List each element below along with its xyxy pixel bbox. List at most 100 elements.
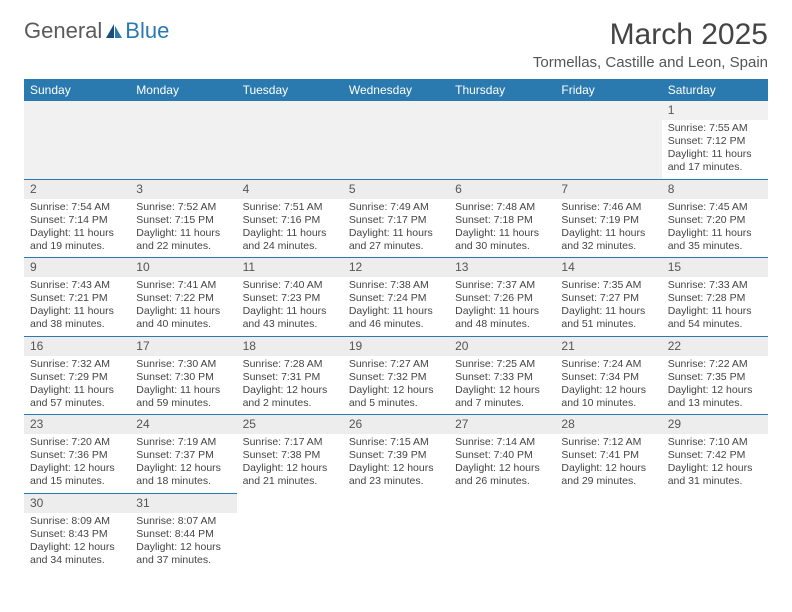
calendar-day-cell: 24Sunrise: 7:19 AMSunset: 7:37 PMDayligh… bbox=[130, 415, 236, 494]
calendar-week-row: 16Sunrise: 7:32 AMSunset: 7:29 PMDayligh… bbox=[24, 336, 768, 415]
daylight-text: Daylight: 12 hours and 2 minutes. bbox=[243, 384, 337, 410]
sunrise-text: Sunrise: 8:09 AM bbox=[30, 515, 124, 528]
calendar-week-row: 1Sunrise: 7:55 AMSunset: 7:12 PMDaylight… bbox=[24, 101, 768, 179]
calendar-day-cell: 6Sunrise: 7:48 AMSunset: 7:18 PMDaylight… bbox=[449, 179, 555, 258]
sunset-text: Sunset: 7:15 PM bbox=[136, 214, 230, 227]
calendar-day-cell bbox=[24, 101, 130, 179]
calendar-day-cell: 31Sunrise: 8:07 AMSunset: 8:44 PMDayligh… bbox=[130, 493, 236, 571]
calendar-week-row: 23Sunrise: 7:20 AMSunset: 7:36 PMDayligh… bbox=[24, 415, 768, 494]
sunrise-text: Sunrise: 7:27 AM bbox=[349, 358, 443, 371]
day-number: 18 bbox=[237, 337, 343, 356]
calendar-day-cell: 16Sunrise: 7:32 AMSunset: 7:29 PMDayligh… bbox=[24, 336, 130, 415]
daylight-text: Daylight: 11 hours and 46 minutes. bbox=[349, 305, 443, 331]
sunset-text: Sunset: 7:27 PM bbox=[561, 292, 655, 305]
daylight-text: Daylight: 12 hours and 18 minutes. bbox=[136, 462, 230, 488]
location: Tormellas, Castille and Leon, Spain bbox=[533, 54, 768, 71]
calendar-day-cell: 28 Sunrise: 7:12 AMSunset: 7:41 PMDayligh… bbox=[555, 415, 661, 494]
sunrise-text: Sunrise: 7:28 AM bbox=[243, 358, 337, 371]
sunrise-text: Sunrise: 7:46 AM bbox=[561, 201, 655, 214]
sunrise-text: Sunrise: 7:37 AM bbox=[455, 279, 549, 292]
sunset-text: Sunset: 7:30 PM bbox=[136, 371, 230, 384]
weekday-header: Friday bbox=[555, 79, 661, 101]
calendar-day-cell: 11Sunrise: 7:40 AMSunset: 7:23 PMDayligh… bbox=[237, 258, 343, 337]
title-block: March 2025 Tormellas, Castille and Leon,… bbox=[533, 18, 768, 71]
sunset-text: Sunset: 7:18 PM bbox=[455, 214, 549, 227]
sunset-text: Sunset: 7:41 PM bbox=[561, 449, 655, 462]
calendar-day-cell: 9Sunrise: 7:43 AMSunset: 7:21 PMDaylight… bbox=[24, 258, 130, 337]
weekday-header: Wednesday bbox=[343, 79, 449, 101]
calendar-day-cell: 5Sunrise: 7:49 AMSunset: 7:17 PMDaylight… bbox=[343, 179, 449, 258]
month-title: March 2025 bbox=[533, 18, 768, 52]
sunrise-text: Sunrise: 7:49 AM bbox=[349, 201, 443, 214]
calendar-day-cell: 10Sunrise: 7:41 AMSunset: 7:22 PMDayligh… bbox=[130, 258, 236, 337]
calendar-week-row: 9Sunrise: 7:43 AMSunset: 7:21 PMDaylight… bbox=[24, 258, 768, 337]
daylight-text: Daylight: 12 hours and 21 minutes. bbox=[243, 462, 337, 488]
sunset-text: Sunset: 7:33 PM bbox=[455, 371, 549, 384]
day-number: 25 bbox=[237, 415, 343, 434]
sunset-text: Sunset: 7:40 PM bbox=[455, 449, 549, 462]
weekday-header: Thursday bbox=[449, 79, 555, 101]
sunrise-text: Sunrise: 7:35 AM bbox=[561, 279, 655, 292]
sunset-text: Sunset: 7:42 PM bbox=[668, 449, 762, 462]
daylight-text: Daylight: 12 hours and 5 minutes. bbox=[349, 384, 443, 410]
calendar-day-cell: 2Sunrise: 7:54 AMSunset: 7:14 PMDaylight… bbox=[24, 179, 130, 258]
calendar-day-cell: 4Sunrise: 7:51 AMSunset: 7:16 PMDaylight… bbox=[237, 179, 343, 258]
calendar-day-cell: 3 Sunrise: 7:52 AMSunset: 7:15 PMDaylight… bbox=[130, 179, 236, 258]
sunrise-text: Sunrise: 7:17 AM bbox=[243, 436, 337, 449]
calendar-day-cell: 22Sunrise: 7:22 AMSunset: 7:35 PMDayligh… bbox=[662, 336, 768, 415]
day-number: 21 bbox=[555, 337, 661, 356]
weekday-header-row: Sunday Monday Tuesday Wednesday Thursday… bbox=[24, 79, 768, 101]
sunset-text: Sunset: 7:14 PM bbox=[30, 214, 124, 227]
day-number: 13 bbox=[449, 258, 555, 277]
sunrise-text: Sunrise: 7:14 AM bbox=[455, 436, 549, 449]
daylight-text: Daylight: 11 hours and 22 minutes. bbox=[136, 227, 230, 253]
sunset-text: Sunset: 7:22 PM bbox=[136, 292, 230, 305]
calendar-day-cell: 25Sunrise: 7:17 AMSunset: 7:38 PMDayligh… bbox=[237, 415, 343, 494]
calendar-day-cell: 18Sunrise: 7:28 AMSunset: 7:31 PMDayligh… bbox=[237, 336, 343, 415]
daylight-text: Daylight: 11 hours and 43 minutes. bbox=[243, 305, 337, 331]
daylight-text: Daylight: 11 hours and 32 minutes. bbox=[561, 227, 655, 253]
sunrise-text: Sunrise: 7:33 AM bbox=[668, 279, 762, 292]
sunrise-text: Sunrise: 7:30 AM bbox=[136, 358, 230, 371]
calendar-day-cell: 20Sunrise: 7:25 AMSunset: 7:33 PMDayligh… bbox=[449, 336, 555, 415]
daylight-text: Daylight: 12 hours and 29 minutes. bbox=[561, 462, 655, 488]
sunset-text: Sunset: 7:26 PM bbox=[455, 292, 549, 305]
calendar-day-cell bbox=[555, 101, 661, 179]
calendar-day-cell bbox=[343, 493, 449, 571]
sunrise-text: Sunrise: 7:41 AM bbox=[136, 279, 230, 292]
calendar-day-cell: 17Sunrise: 7:30 AMSunset: 7:30 PMDayligh… bbox=[130, 336, 236, 415]
sunset-text: Sunset: 7:24 PM bbox=[349, 292, 443, 305]
sunrise-text: Sunrise: 7:45 AM bbox=[668, 201, 762, 214]
sunset-text: Sunset: 7:34 PM bbox=[561, 371, 655, 384]
daylight-text: Daylight: 11 hours and 27 minutes. bbox=[349, 227, 443, 253]
calendar-day-cell: 19Sunrise: 7:27 AMSunset: 7:32 PMDayligh… bbox=[343, 336, 449, 415]
calendar-day-cell bbox=[449, 493, 555, 571]
sunrise-text: Sunrise: 7:52 AM bbox=[136, 201, 230, 214]
daylight-text: Daylight: 11 hours and 35 minutes. bbox=[668, 227, 762, 253]
day-number: 6 bbox=[449, 180, 555, 199]
daylight-text: Daylight: 11 hours and 59 minutes. bbox=[136, 384, 230, 410]
sunrise-text: Sunrise: 7:12 AM bbox=[561, 436, 655, 449]
daylight-text: Daylight: 12 hours and 10 minutes. bbox=[561, 384, 655, 410]
day-number: 3 bbox=[130, 180, 236, 199]
sunrise-text: Sunrise: 7:55 AM bbox=[668, 122, 762, 135]
calendar-day-cell: 1Sunrise: 7:55 AMSunset: 7:12 PMDaylight… bbox=[662, 101, 768, 179]
day-number: 14 bbox=[555, 258, 661, 277]
sunrise-text: Sunrise: 7:22 AM bbox=[668, 358, 762, 371]
day-number: 28 bbox=[555, 415, 661, 434]
calendar-day-cell bbox=[237, 101, 343, 179]
sunrise-text: Sunrise: 7:40 AM bbox=[243, 279, 337, 292]
day-number: 7 bbox=[555, 180, 661, 199]
calendar-day-cell bbox=[662, 493, 768, 571]
calendar-table: Sunday Monday Tuesday Wednesday Thursday… bbox=[24, 79, 768, 571]
calendar-day-cell: 15Sunrise: 7:33 AMSunset: 7:28 PMDayligh… bbox=[662, 258, 768, 337]
day-number: 30 bbox=[24, 494, 130, 513]
calendar-day-cell: 7Sunrise: 7:46 AMSunset: 7:19 PMDaylight… bbox=[555, 179, 661, 258]
daylight-text: Daylight: 12 hours and 7 minutes. bbox=[455, 384, 549, 410]
daylight-text: Daylight: 11 hours and 48 minutes. bbox=[455, 305, 549, 331]
calendar-day-cell: 23Sunrise: 7:20 AMSunset: 7:36 PMDayligh… bbox=[24, 415, 130, 494]
calendar-day-cell bbox=[449, 101, 555, 179]
weekday-header: Sunday bbox=[24, 79, 130, 101]
day-number: 24 bbox=[130, 415, 236, 434]
calendar-day-cell bbox=[237, 493, 343, 571]
